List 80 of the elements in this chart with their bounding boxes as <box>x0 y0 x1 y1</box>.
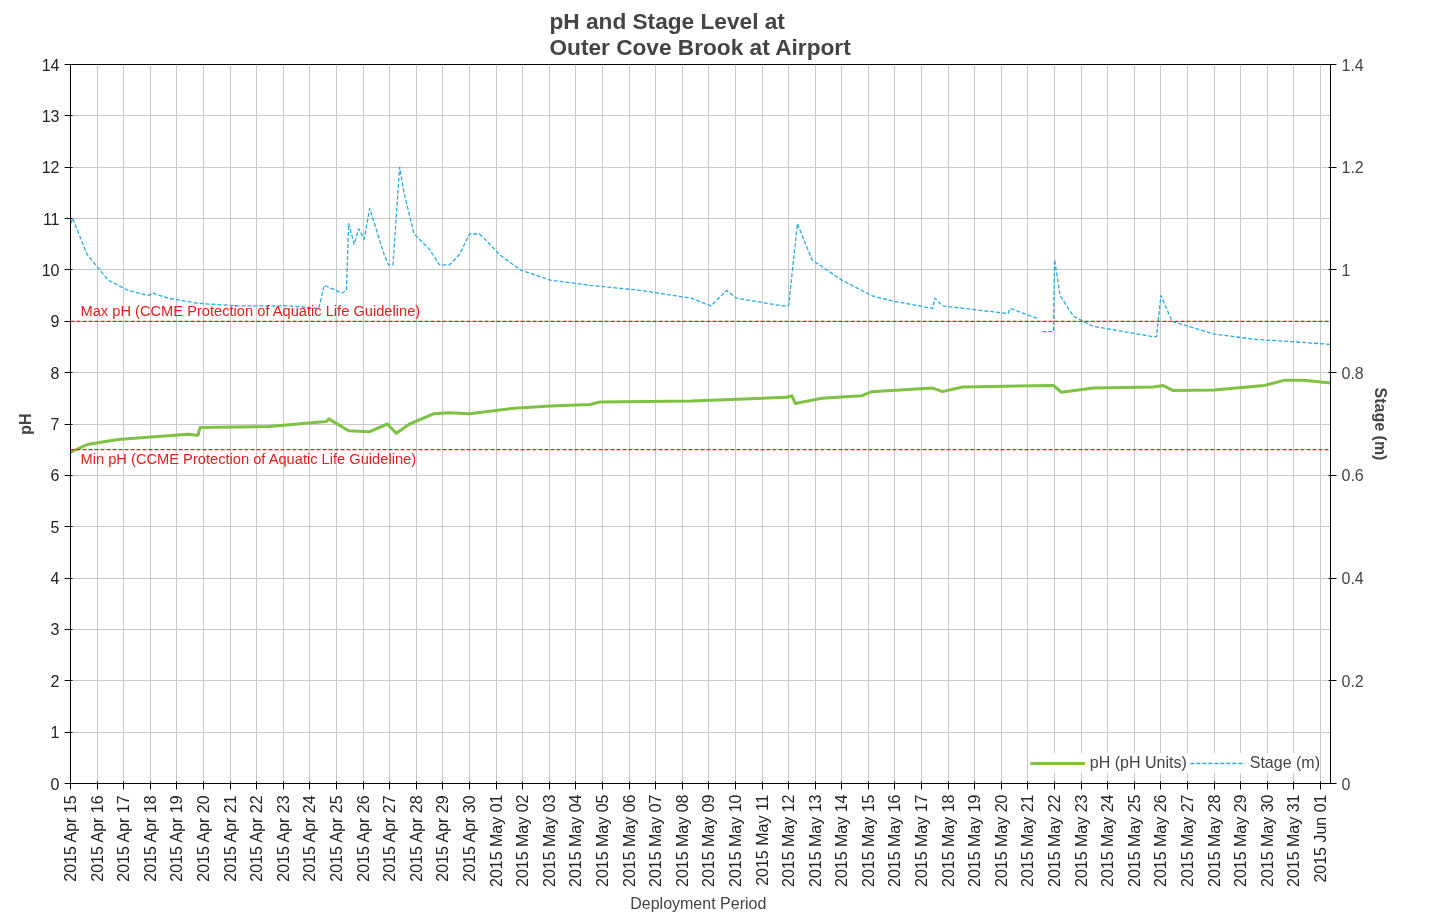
x-tick-label: 2015 May 16 <box>886 794 904 888</box>
ref-line-label: Min pH (CCME Protection of Aquatic Life Guideline) <box>80 450 417 467</box>
y-axis-title: pH <box>16 413 34 435</box>
x-tick-label: 2015 Apr 18 <box>141 795 159 882</box>
x-tick-label: 2015 Apr 21 <box>221 795 239 882</box>
legend-label: Stage (m) <box>1249 754 1320 772</box>
x-tick-label: 2015 May 24 <box>1099 794 1117 888</box>
x-tick-label: 2015 May 11 <box>753 794 771 886</box>
x-tick-label: 2015 Jun 01 <box>1312 794 1330 883</box>
x-tick-label: 2015 May 27 <box>1179 794 1197 888</box>
x-tick-label: 2015 May 03 <box>540 794 558 888</box>
y2-tick-label: 0 <box>1341 775 1351 793</box>
x-axis-title: Deployment Period <box>630 895 767 913</box>
x-tick-label: 2015 Apr 25 <box>327 795 345 882</box>
y-tick-label: 8 <box>50 364 60 382</box>
y-tick-label: 4 <box>50 570 60 588</box>
y-tick-label: 7 <box>50 416 60 433</box>
x-tick-label: 2015 May 23 <box>1072 794 1090 888</box>
y2-tick-label: 1.2 <box>1341 159 1364 177</box>
y2-tick-label: 1 <box>1341 261 1351 279</box>
x-tick-label: 2015 Apr 24 <box>301 795 319 882</box>
y2-tick-label: 0.2 <box>1341 672 1364 690</box>
x-tick-label: 2015 Apr 16 <box>88 795 106 882</box>
x-tick-label: 2015 May 15 <box>859 794 877 888</box>
x-tick-label: 2015 May 20 <box>992 794 1010 888</box>
y-tick-label: 10 <box>41 261 60 279</box>
y-tick-label: 3 <box>50 621 60 639</box>
x-tick-label: 2015 Apr 28 <box>407 795 425 882</box>
legend-label: pH (pH Units) <box>1089 754 1187 772</box>
x-tick-label: 2015 May 22 <box>1046 794 1064 888</box>
x-tick-label: 2015 May 18 <box>939 794 957 888</box>
y2-axis-title: Stage (m) <box>1371 387 1389 461</box>
y-tick-label: 9 <box>50 313 60 331</box>
y-tick-label: 0 <box>50 775 60 793</box>
x-tick-label: 2015 Apr 30 <box>460 795 478 882</box>
x-tick-label: 2015 May 21 <box>1019 794 1037 888</box>
chart-title: pH and Stage Level at Outer Cove Brook at Airport <box>549 7 852 60</box>
x-tick-label: 2015 May 07 <box>647 794 665 888</box>
x-tick-label: 2015 May 28 <box>1205 794 1223 888</box>
y-tick-label: 11 <box>42 210 60 228</box>
y-tick-label: 2 <box>50 672 60 690</box>
y2-tick-label: 0.6 <box>1341 467 1364 485</box>
x-tick-label: 2015 May 06 <box>620 794 638 888</box>
x-tick-label: 2015 May 09 <box>700 794 718 888</box>
x-tick-label: 2015 May 02 <box>514 794 532 888</box>
x-tick-label: 2015 Apr 23 <box>274 795 292 882</box>
y-tick-label: 13 <box>41 107 60 125</box>
x-tick-label: 2015 May 04 <box>567 794 585 888</box>
x-tick-label: 2015 May 29 <box>1232 794 1250 888</box>
x-tick-label: 2015 May 25 <box>1125 794 1143 888</box>
x-tick-label: 2015 Apr 26 <box>354 795 372 882</box>
y-tick-label: 5 <box>50 518 60 536</box>
x-tick-label: 2015 Apr 20 <box>194 795 212 882</box>
x-tick-label: 2015 May 13 <box>806 794 824 888</box>
x-tick-label: 2015 May 08 <box>673 794 691 888</box>
y-tick-label: 12 <box>41 159 60 177</box>
x-tick-label: 2015 Apr 29 <box>434 795 452 882</box>
x-tick-label: 2015 May 30 <box>1258 794 1276 888</box>
x-tick-label: 2015 May 05 <box>593 794 611 888</box>
x-tick-label: 2015 Apr 22 <box>248 795 266 882</box>
x-tick-label: 2015 Apr 17 <box>115 795 133 882</box>
y-tick-label: 6 <box>50 467 60 485</box>
x-tick-label: 2015 May 01 <box>487 794 505 888</box>
x-tick-label: 2015 May 10 <box>726 794 744 888</box>
x-tick-label: 2015 May 14 <box>833 794 851 888</box>
line-series <box>70 378 1331 454</box>
y-tick-label: 14 <box>41 56 60 74</box>
y-tick-label: 1 <box>50 724 60 742</box>
y2-tick-label: 0.8 <box>1341 364 1364 382</box>
x-tick-label: 2015 May 31 <box>1285 794 1303 888</box>
x-tick-label: 2015 Apr 15 <box>62 795 79 882</box>
x-tick-label: 2015 Apr 27 <box>381 795 399 882</box>
x-tick-label: 2015 Apr 19 <box>168 795 186 882</box>
x-tick-label: 2015 May 17 <box>913 794 931 888</box>
x-tick-label: 2015 May 26 <box>1152 794 1170 888</box>
x-tick-label: 2015 May 12 <box>780 794 798 888</box>
x-tick-label: 2015 May 19 <box>966 794 984 888</box>
y2-tick-label: 0.4 <box>1341 570 1364 588</box>
y2-tick-label: 1.4 <box>1341 56 1364 74</box>
ref-line-label: Max pH (CCME Protection of Aquatic Life Guideline) <box>80 303 421 320</box>
